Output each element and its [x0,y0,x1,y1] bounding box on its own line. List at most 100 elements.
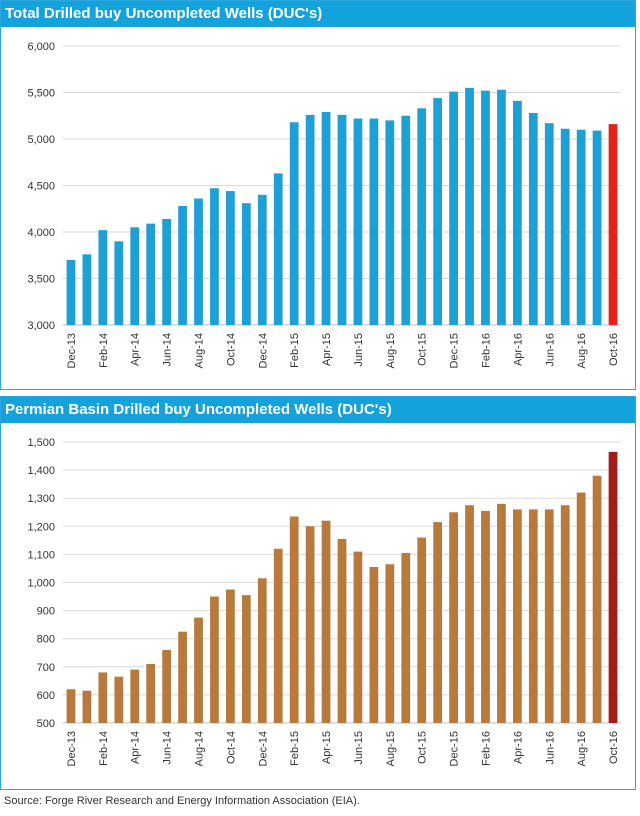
bar-jun-14 [162,218,172,325]
bar-dec-13 [66,689,76,723]
y-tick-label: 1,400 [27,465,55,477]
x-tick-label: Aug-14 [194,731,206,766]
bar-mar-15 [305,526,315,723]
bar-jul-16 [560,505,570,723]
x-tick-label: Dec-14 [257,731,269,766]
x-tick-label: Apr-14 [130,333,142,366]
permian-duc-chart-title: Permian Basin Drilled buy Uncompleted We… [1,397,635,423]
y-tick-label: 800 [37,634,55,646]
bar-feb-15 [289,122,299,325]
bar-oct-16 [608,124,618,326]
x-tick-label: Oct-16 [608,333,620,366]
x-tick-label: Feb-15 [289,731,301,766]
x-tick-label: Apr-16 [512,731,524,764]
x-tick-label: Oct-15 [417,731,429,764]
permian-duc-bar-chart: 500 600 700 800 900 1,000 1,100 1,200 1,300 1,400… [27,437,621,766]
bar-mar-14 [114,676,124,723]
y-tick-label: 700 [37,662,55,674]
bar-jun-16 [544,509,554,723]
y-tick-label: 1,500 [27,437,55,449]
x-tick-label: Jun-14 [162,333,174,367]
bar-jul-15 [369,567,379,723]
bar-may-14 [146,663,156,723]
x-tick-label: Dec-13 [66,333,78,368]
y-tick-label: 4,000 [27,227,55,239]
bar-feb-14 [98,230,108,325]
x-tick-label: Dec-14 [257,333,269,368]
y-tick-label: 1,300 [27,493,55,505]
x-tick-label: Feb-14 [98,731,110,766]
x-tick-label: Jun-15 [353,333,365,367]
permian-duc-chart-panel: Permian Basin Drilled buy Uncompleted We… [0,396,636,790]
x-tick-label: Dec-15 [449,731,461,766]
x-tick-label: Jun-14 [162,731,174,765]
total-duc-bar-chart: 3,000 3,500 4,000 4,500 5,000 5,500 6,000 Dec-1… [27,41,621,368]
y-tick-label: 6,000 [27,41,55,53]
bar-apr-14 [130,669,140,723]
total-duc-chart-panel: Total Drilled buy Uncompleted Wells (DUC… [0,0,636,390]
bar-aug-14 [194,198,203,325]
y-tick-label: 3,500 [27,274,55,286]
bar-apr-15 [321,112,331,325]
bar-may-15 [337,538,347,723]
bar-jan-16 [465,87,474,325]
bar-nov-15 [433,98,443,325]
x-tick-label: Aug-15 [385,731,397,766]
x-tick-label: Jun-16 [544,731,556,765]
x-tick-label: Apr-15 [321,333,333,366]
bar-jan-15 [273,548,283,723]
bar-jul-15 [369,118,379,325]
bar-oct-15 [417,537,427,723]
bar-jan-16 [465,505,474,723]
bar-oct-16 [608,451,618,723]
bar-mar-15 [305,114,315,325]
bar-dec-14 [257,194,267,325]
x-tick-label: Aug-15 [385,333,397,368]
bar-aug-16 [576,129,586,325]
bar-aug-15 [385,120,395,326]
bar-sep-16 [592,130,602,325]
bar-aug-15 [385,564,395,723]
bar-jun-15 [353,551,363,723]
bar-dec-15 [449,512,458,723]
bar-oct-14 [226,589,235,723]
y-tick-label: 3,000 [27,320,55,332]
bar-sep-14 [210,596,219,723]
y-tick-label: 1,200 [27,521,55,533]
bar-sep-16 [592,475,602,723]
bar-feb-16 [481,510,490,723]
bar-jul-14 [178,631,187,723]
bar-jul-14 [178,205,187,325]
x-tick-label: Oct-14 [225,333,237,366]
bar-mar-16 [497,89,506,326]
y-tick-label: 600 [37,690,55,702]
bar-dec-15 [449,91,458,325]
x-tick-label: Oct-14 [225,731,237,764]
bar-mar-16 [497,503,506,723]
bar-dec-14 [257,578,267,723]
x-tick-label: Aug-16 [576,731,588,766]
bar-mar-14 [114,241,124,325]
x-tick-label: Aug-16 [576,333,588,368]
x-tick-label: Apr-14 [130,731,142,764]
bar-nov-14 [241,595,251,723]
x-tick-label: Jun-15 [353,731,365,765]
bar-nov-15 [433,522,443,723]
y-tick-label: 500 [37,718,55,730]
bar-may-14 [146,223,156,325]
bar-aug-16 [576,492,586,723]
bar-jan-14 [82,690,92,723]
x-tick-label: Apr-15 [321,731,333,764]
bar-feb-14 [98,672,108,723]
bar-apr-16 [512,100,522,326]
x-tick-label: Feb-16 [480,333,492,368]
bar-aug-14 [194,617,203,724]
bar-jun-14 [162,649,172,723]
bar-dec-13 [66,259,76,325]
bar-feb-15 [289,516,299,723]
bar-feb-16 [481,90,490,325]
x-tick-label: Dec-15 [449,333,461,368]
y-tick-label: 4,500 [27,181,55,193]
bar-may-15 [337,114,347,325]
bar-jan-14 [82,254,92,325]
